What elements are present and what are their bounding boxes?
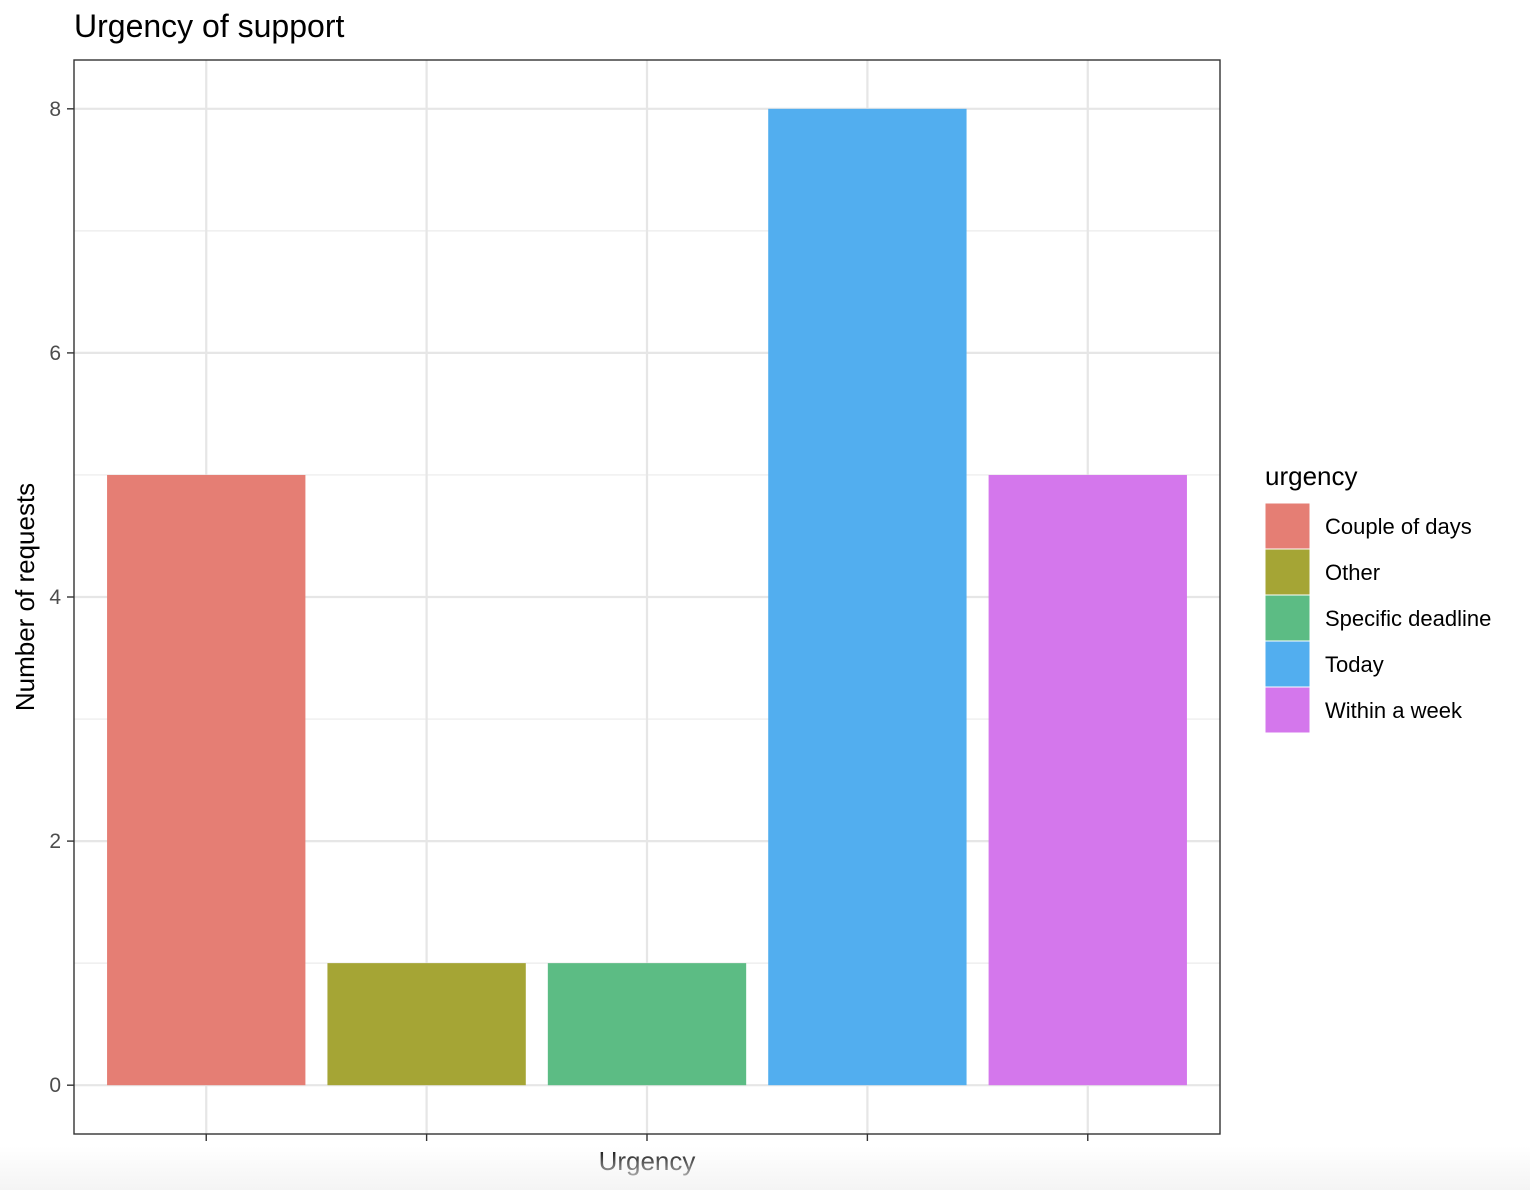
y-tick-label: 4 <box>49 586 61 609</box>
bar-specific-deadline <box>547 963 747 1086</box>
legend-title: urgency <box>1265 461 1358 491</box>
y-tick-label: 6 <box>49 342 61 365</box>
legend-key <box>1264 548 1311 596</box>
legend-label: Other <box>1325 560 1380 585</box>
legend-label: Specific deadline <box>1325 606 1491 631</box>
x-axis-title: Urgency <box>599 1146 696 1176</box>
bar-layer <box>107 108 1187 1086</box>
bar-couple-of-days <box>107 474 306 1086</box>
y-tick-label: 0 <box>49 1074 61 1097</box>
y-tick-label: 2 <box>49 830 61 853</box>
legend-key <box>1264 594 1311 642</box>
bar-today <box>768 108 967 1086</box>
chart-title: Urgency of support <box>74 8 344 44</box>
legend: urgency Couple of days Other Specific dead… <box>1264 461 1491 734</box>
legend-key <box>1264 686 1311 734</box>
legend-label: Within a week <box>1325 698 1463 723</box>
y-axis-title: Number of requests <box>10 483 40 711</box>
legend-label: Today <box>1325 652 1384 677</box>
bar-within-a-week <box>988 474 1187 1086</box>
axis-layer: 0 2 4 6 8 <box>49 98 1089 1141</box>
legend-key <box>1264 640 1311 688</box>
legend-label: Couple of days <box>1325 514 1472 539</box>
legend-key <box>1264 502 1311 550</box>
legend-items: Couple of days Other Specific deadline Toda… <box>1264 502 1491 734</box>
bar-other <box>327 963 526 1086</box>
y-tick-label: 8 <box>49 98 61 121</box>
